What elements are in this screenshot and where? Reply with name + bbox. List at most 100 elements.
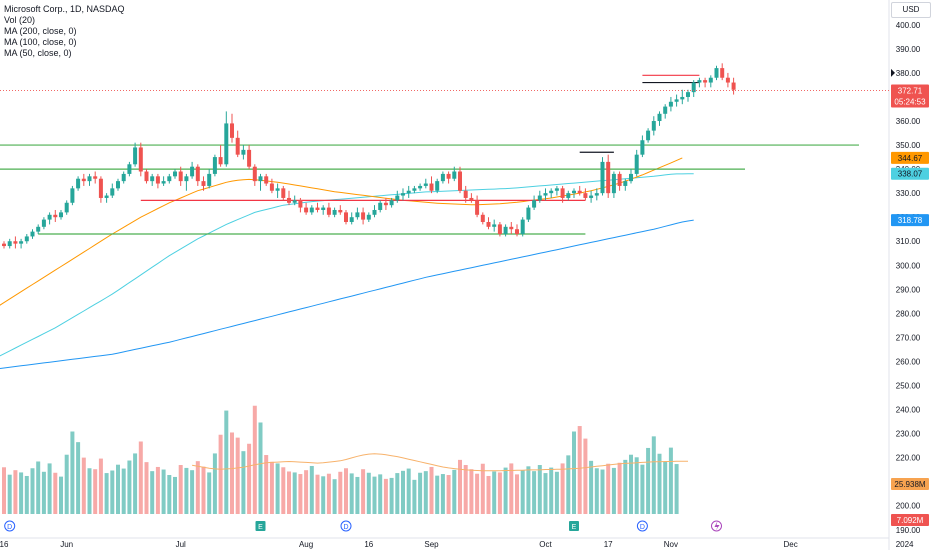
- volume-bar: [657, 453, 662, 514]
- candle-body: [178, 171, 183, 182]
- indicator-volume[interactable]: Vol (20): [4, 15, 36, 25]
- volume-bar: [623, 459, 628, 514]
- candle-body: [76, 178, 81, 189]
- volume-bar: [452, 469, 457, 514]
- volume-bar: [110, 470, 115, 514]
- candle-body: [629, 173, 633, 182]
- y-tick-label: 230.00: [896, 430, 921, 439]
- volume-bar: [378, 474, 383, 514]
- volume-badge: 7.092M: [891, 514, 929, 526]
- candle-body: [173, 171, 177, 177]
- event-label: E: [572, 524, 577, 531]
- candle-body: [366, 214, 371, 220]
- candle-body: [110, 188, 115, 196]
- indicator-ma200[interactable]: MA (200, close, 0): [4, 26, 77, 36]
- volume-bar: [150, 471, 155, 514]
- volume-bar: [53, 472, 58, 514]
- crosshair-arrow-icon: [891, 68, 895, 77]
- y-tick-label: 190.00: [896, 526, 921, 535]
- volume-bar: [247, 443, 252, 514]
- candle-body: [361, 212, 366, 220]
- currency-button[interactable]: USD: [891, 2, 931, 18]
- candle-body: [298, 200, 303, 208]
- candle-body: [144, 171, 149, 182]
- y-tick-label: 350.00: [896, 141, 921, 150]
- candle-body: [634, 154, 639, 174]
- candle-body: [646, 130, 651, 141]
- candle-body: [344, 212, 348, 223]
- candle-body: [509, 226, 514, 230]
- candle-body: [429, 183, 434, 191]
- dividend-event-icon: D: [636, 520, 648, 532]
- ma200-line: [0, 219, 694, 369]
- volume-bar: [70, 431, 75, 514]
- x-tick-label: Dec: [783, 540, 797, 549]
- x-tick-label: Nov: [664, 540, 678, 549]
- candle-body: [292, 200, 297, 203]
- event-label: D: [7, 524, 12, 531]
- ma100-line: [0, 173, 694, 357]
- y-tick-label: 200.00: [896, 502, 921, 511]
- volume-bar: [19, 472, 24, 514]
- volume-bar: [218, 434, 223, 514]
- x-tick-label: Jun: [60, 540, 73, 549]
- volume-bar: [59, 476, 63, 514]
- candle-body: [218, 157, 223, 165]
- y-tick-label: 380.00: [896, 69, 921, 78]
- candle-body: [691, 82, 696, 93]
- volume-bar: [133, 453, 138, 514]
- volume-bar: [446, 475, 451, 514]
- y-tick-label: 360.00: [896, 117, 921, 126]
- volume-bar: [640, 464, 645, 514]
- event-label: D: [343, 524, 348, 531]
- volume-bar: [258, 422, 263, 514]
- candle-body: [133, 147, 138, 165]
- candle-body: [47, 214, 52, 220]
- y-tick-label: 250.00: [896, 382, 921, 391]
- candle-body: [155, 176, 160, 184]
- y-tick-label: 270.00: [896, 333, 921, 342]
- ma200-badge-bg: [891, 214, 929, 227]
- y-tick-label: 260.00: [896, 357, 921, 366]
- volume-bar: [30, 468, 35, 514]
- volume-bar: [292, 472, 297, 514]
- candle-body: [674, 99, 679, 102]
- candle-body: [309, 207, 314, 213]
- dividend-event-icon: D: [4, 520, 16, 532]
- indicator-ma50[interactable]: MA (50, close, 0): [4, 48, 72, 58]
- candle-body: [389, 200, 394, 206]
- vol-ma-badge-value: 25.938M: [894, 480, 925, 489]
- candle-body: [663, 106, 668, 114]
- symbol-title[interactable]: Microsoft Corp., 1D, NASDAQ: [4, 4, 125, 14]
- indicator-ma100[interactable]: MA (100, close, 0): [4, 37, 77, 47]
- volume-bar: [423, 471, 428, 514]
- candle-body: [486, 222, 491, 227]
- candle-body: [87, 176, 92, 182]
- volume-bar: [155, 466, 160, 514]
- candle-body: [275, 188, 280, 191]
- volume-bar: [173, 476, 177, 514]
- ma100-badge-bg: [891, 167, 929, 180]
- volume-bar: [326, 473, 331, 514]
- candle-body: [435, 181, 440, 191]
- candle-body: [423, 183, 428, 186]
- volume-bar: [458, 459, 462, 514]
- volume-bar: [554, 471, 559, 514]
- volume-bar: [543, 473, 548, 514]
- candle-body: [526, 207, 531, 220]
- volume-ma-line: [192, 453, 688, 472]
- candle-body: [64, 202, 69, 213]
- volume-bar: [98, 458, 103, 514]
- candle-body: [2, 243, 6, 247]
- candle-body: [606, 161, 611, 194]
- candle-body: [651, 121, 656, 131]
- candle-body: [372, 209, 377, 215]
- candle-body: [440, 173, 445, 182]
- volume-bar: [463, 465, 468, 514]
- y-tick-label: 390.00: [896, 45, 921, 54]
- last-price-badge-bg: [891, 84, 929, 108]
- volume-bar: [41, 471, 46, 514]
- candle-body: [708, 77, 713, 83]
